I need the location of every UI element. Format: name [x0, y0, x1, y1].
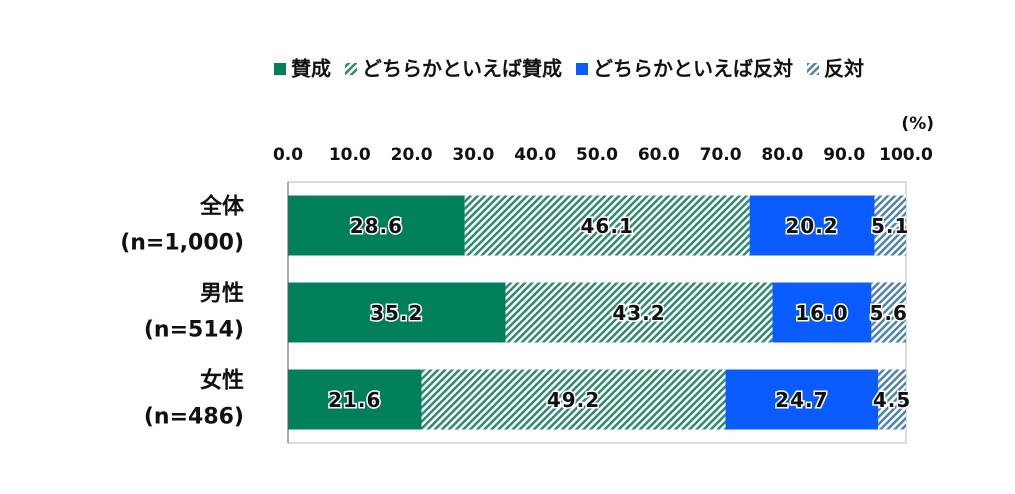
value-label: 43.2	[612, 301, 665, 325]
value-label: 4.5	[873, 388, 911, 412]
category-label: 女性	[200, 368, 244, 394]
legend-swatch	[345, 63, 357, 75]
bar-segment	[725, 369, 879, 430]
value-label: 24.7	[775, 388, 828, 412]
value-label: 21.6	[328, 388, 381, 412]
x-tick-label: 10.0	[329, 145, 371, 165]
x-tick-label: 20.0	[391, 145, 433, 165]
value-label: 5.6	[869, 301, 907, 325]
x-tick-label: 60.0	[638, 145, 680, 165]
legend-swatch	[274, 63, 286, 75]
bar-segment	[421, 369, 726, 430]
category-label: (n=486)	[144, 405, 244, 430]
bar-segment	[871, 282, 906, 343]
unit-label: (%)	[901, 114, 934, 134]
value-label: 28.6	[350, 214, 403, 238]
value-label: 20.2	[785, 214, 838, 238]
bar-segment	[505, 282, 773, 343]
bar-segment	[772, 282, 872, 343]
legend-label: 反対	[824, 57, 864, 81]
legend-swatch	[807, 63, 819, 75]
legend-label: 賛成	[291, 57, 331, 81]
category-label: (n=514)	[144, 318, 244, 343]
category-label: (n=1,000)	[120, 231, 244, 256]
x-tick-label: 90.0	[823, 145, 865, 165]
bar-segment	[288, 195, 465, 256]
x-tick-label: 100.0	[879, 145, 933, 165]
bar-segment	[874, 195, 906, 256]
bar-segment	[288, 369, 422, 430]
category-label: 男性	[200, 282, 244, 307]
bar-segment	[878, 369, 906, 430]
bar-segment	[464, 195, 750, 256]
value-label: 49.2	[547, 388, 600, 412]
x-tick-label: 30.0	[452, 145, 494, 165]
x-tick-label: 80.0	[761, 145, 803, 165]
value-label: 16.0	[795, 301, 848, 325]
x-tick-label: 0.0	[273, 145, 303, 165]
value-label: 5.1	[871, 214, 909, 238]
value-label: 35.2	[370, 301, 423, 325]
value-label: 46.1	[581, 214, 634, 238]
bar-segment	[749, 195, 875, 256]
category-label: 全体	[199, 194, 245, 220]
x-tick-label: 70.0	[700, 145, 742, 165]
x-tick-label: 40.0	[514, 145, 556, 165]
legend-label: どちらかといえば反対	[593, 57, 793, 81]
x-tick-label: 50.0	[576, 145, 618, 165]
bar-segment	[288, 282, 506, 343]
legend-label: どちらかといえば賛成	[362, 57, 562, 81]
legend-swatch	[576, 63, 588, 75]
